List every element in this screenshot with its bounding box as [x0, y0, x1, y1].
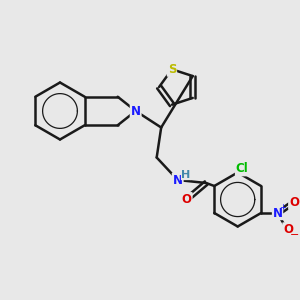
Text: O: O [283, 223, 293, 236]
Text: −: − [290, 230, 299, 240]
Text: O: O [289, 196, 299, 209]
Text: N: N [131, 104, 141, 118]
Text: H: H [182, 169, 191, 180]
Text: N: N [173, 173, 183, 187]
Text: +: + [280, 202, 286, 211]
Text: S: S [168, 63, 176, 76]
Text: N: N [273, 206, 283, 220]
Text: Cl: Cl [236, 162, 249, 176]
Text: O: O [182, 193, 192, 206]
